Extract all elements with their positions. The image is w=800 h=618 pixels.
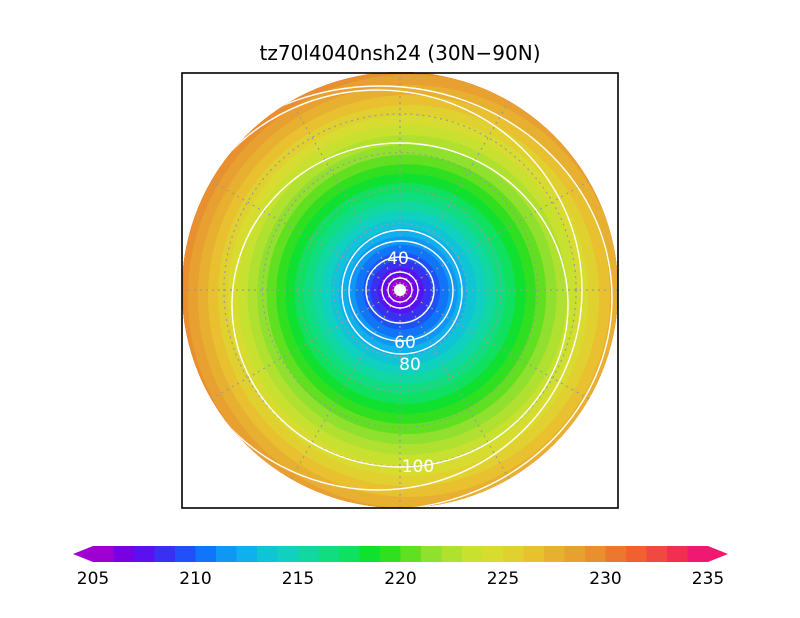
colorbar-swatch — [318, 546, 340, 562]
colorbar-swatch — [585, 546, 607, 562]
contour-line-20 — [381, 271, 419, 309]
colorbar-tick-label: 215 — [282, 569, 314, 589]
colorbar-swatch — [400, 546, 422, 562]
longitude-line — [399, 100, 510, 291]
latitude-circle — [223, 113, 577, 467]
latitude-circle — [366, 256, 434, 324]
contour-label-60: 60 — [394, 333, 416, 353]
colorbar-swatch — [339, 546, 361, 562]
colorbar-swatch — [277, 546, 299, 562]
contour-line-inner — [387, 277, 413, 303]
colorbar-swatch — [564, 546, 586, 562]
colorbar-extend-min — [73, 546, 93, 562]
colorbar-swatch — [462, 546, 484, 562]
longitude-line — [290, 100, 401, 291]
colorbar-tick-label: 225 — [487, 569, 519, 589]
colorbar-swatch — [195, 546, 217, 562]
colorbar-tick-label: 210 — [179, 569, 211, 589]
colorbar-swatch — [154, 546, 176, 562]
plot-frame — [181, 72, 619, 509]
colorbar: 205 210 215 220 225 230 235 — [73, 546, 728, 589]
colorbar-swatch — [236, 546, 258, 562]
pole-marker — [394, 284, 406, 296]
colorbar-swatch — [687, 546, 709, 562]
colorbar-swatch — [257, 546, 279, 562]
longitude-line — [399, 289, 590, 400]
colorbar-swatch — [646, 546, 668, 562]
contour-line-60 — [348, 240, 454, 342]
latitude-circle — [298, 188, 502, 392]
colorbar-swatch — [667, 546, 689, 562]
longitude-line — [399, 180, 590, 291]
colorbar-swatch — [523, 546, 545, 562]
colorbar-extend-max — [708, 546, 728, 562]
colorbar-swatch — [175, 546, 197, 562]
colorbar-tick-label: 220 — [384, 569, 416, 589]
colorbar-swatch — [380, 546, 402, 562]
colorbar-swatch — [359, 546, 381, 562]
contour-line-40 — [365, 256, 435, 324]
colorbar-swatch — [605, 546, 627, 562]
longitude-line — [210, 289, 401, 400]
latitude-circle — [262, 152, 538, 428]
colorbar-swatch — [113, 546, 135, 562]
colorbar-tick-label: 235 — [692, 569, 724, 589]
longitude-line — [290, 289, 401, 480]
colorbar-swatch — [216, 546, 238, 562]
colorbar-tick-label: 230 — [589, 569, 621, 589]
colorbar-swatch — [482, 546, 504, 562]
contour-label-100: 100 — [402, 457, 434, 477]
colorbar-swatch — [93, 546, 115, 562]
contour-line-100 — [231, 142, 569, 468]
contour-line-80 — [341, 229, 463, 355]
colorbar-swatch — [441, 546, 463, 562]
contour-line-100 — [182, 89, 583, 491]
colorbar-swatch — [544, 546, 566, 562]
chart-title: tz70l4040nsh24 (30N−90N) — [259, 41, 540, 65]
contour-label-40: 40 — [387, 249, 409, 269]
longitude-line — [399, 289, 510, 480]
longitude-line — [210, 180, 401, 291]
temperature-field — [182, 72, 618, 508]
contour-label-80: 80 — [399, 355, 421, 375]
colorbar-swatch — [421, 546, 443, 562]
contour-line-100 — [182, 85, 613, 508]
contour-lines — [182, 85, 613, 508]
colorbar-swatch — [626, 546, 648, 562]
colorbar-tick-label: 205 — [77, 569, 109, 589]
lat-lon-grid — [182, 72, 618, 508]
colorbar-swatch — [503, 546, 525, 562]
colorbar-swatch — [134, 546, 156, 562]
colorbar-swatch — [298, 546, 320, 562]
